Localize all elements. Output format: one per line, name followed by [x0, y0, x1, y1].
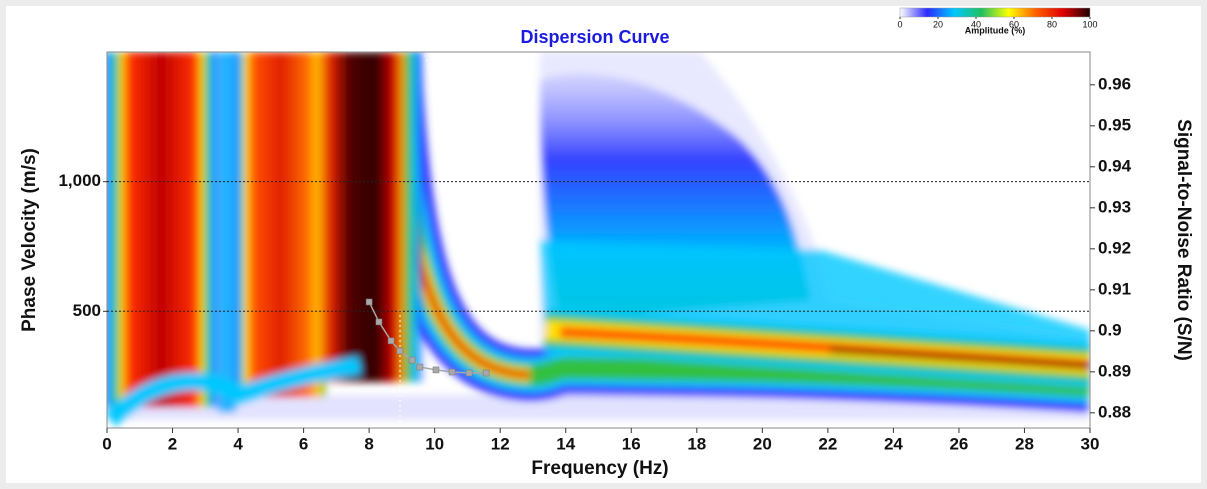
dispersion-curve	[368, 301, 487, 374]
dispersion-point	[375, 318, 383, 326]
dispersion-point	[387, 337, 395, 345]
y-tick-label: 1,000	[58, 171, 101, 190]
dispersion-point	[465, 369, 473, 377]
colorbar-tick-label: 80	[1047, 19, 1057, 29]
x-tick-label: 14	[556, 434, 575, 453]
y-tick-label: 500	[73, 301, 101, 320]
chart-title: Dispersion Curve	[520, 27, 669, 47]
x-axis-label: Frequency (Hz)	[531, 458, 668, 479]
y2-tick-label: 0.93	[1098, 197, 1131, 216]
y-axis-label: Phase Velocity (m/s)	[19, 148, 40, 332]
colorbar-tick-label: 40	[971, 19, 981, 29]
colorbar-tick-label: 0	[897, 19, 902, 29]
x-tick-label: 18	[687, 434, 706, 453]
y2-tick-label: 0.9	[1098, 320, 1122, 339]
x-tick-label: 0	[102, 434, 111, 453]
dispersion-point	[416, 363, 424, 371]
y2-tick-label: 0.96	[1098, 74, 1131, 93]
dispersion-point	[365, 298, 373, 306]
y2-tick-label: 0.88	[1098, 402, 1131, 421]
y2-tick-label: 0.95	[1098, 115, 1131, 134]
amplitude-heatmap	[107, 52, 1090, 428]
dispersion-point	[448, 368, 456, 376]
chart-layer: 0 2 4 6 8 10 12 14 16 18 20 22 24 26 28 305001,0000.880…	[58, 7, 1132, 453]
x-tick-label: 24	[884, 434, 903, 453]
x-tick-label: 20	[753, 434, 772, 453]
x-tick-label: 2	[168, 434, 177, 453]
x-tick-label: 6	[299, 434, 308, 453]
dispersion-point	[482, 369, 490, 377]
x-tick-label: 26	[949, 434, 968, 453]
colorbar-label: Amplitude (%)	[965, 25, 1026, 35]
y2-tick-label: 0.92	[1098, 238, 1131, 257]
x-tick-label: 16	[622, 434, 641, 453]
x-tick-label: 12	[491, 434, 510, 453]
colorbar-tick-label: 20	[933, 19, 943, 29]
y2-tick-label: 0.91	[1098, 279, 1131, 298]
x-tick-label: 4	[233, 434, 243, 453]
y2-axis-label: Signal-to-Noise Ratio (S/N)	[1173, 119, 1194, 361]
y2-tick-label: 0.89	[1098, 361, 1131, 380]
x-tick-label: 30	[1081, 434, 1100, 453]
dispersion-point	[408, 356, 416, 364]
colorbar-tick-label: 100	[1082, 19, 1097, 29]
dispersion-point	[432, 366, 440, 374]
x-tick-label: 8	[364, 434, 373, 453]
x-tick-label: 28	[1015, 434, 1034, 453]
x-tick-label: 22	[818, 434, 837, 453]
dispersion-point	[396, 347, 404, 355]
x-tick-label: 10	[425, 434, 444, 453]
colorbar-tick-label: 60	[1009, 19, 1019, 29]
y2-tick-label: 0.94	[1098, 156, 1132, 175]
plot-frame	[106, 51, 1091, 429]
colorbar	[899, 7, 1091, 18]
